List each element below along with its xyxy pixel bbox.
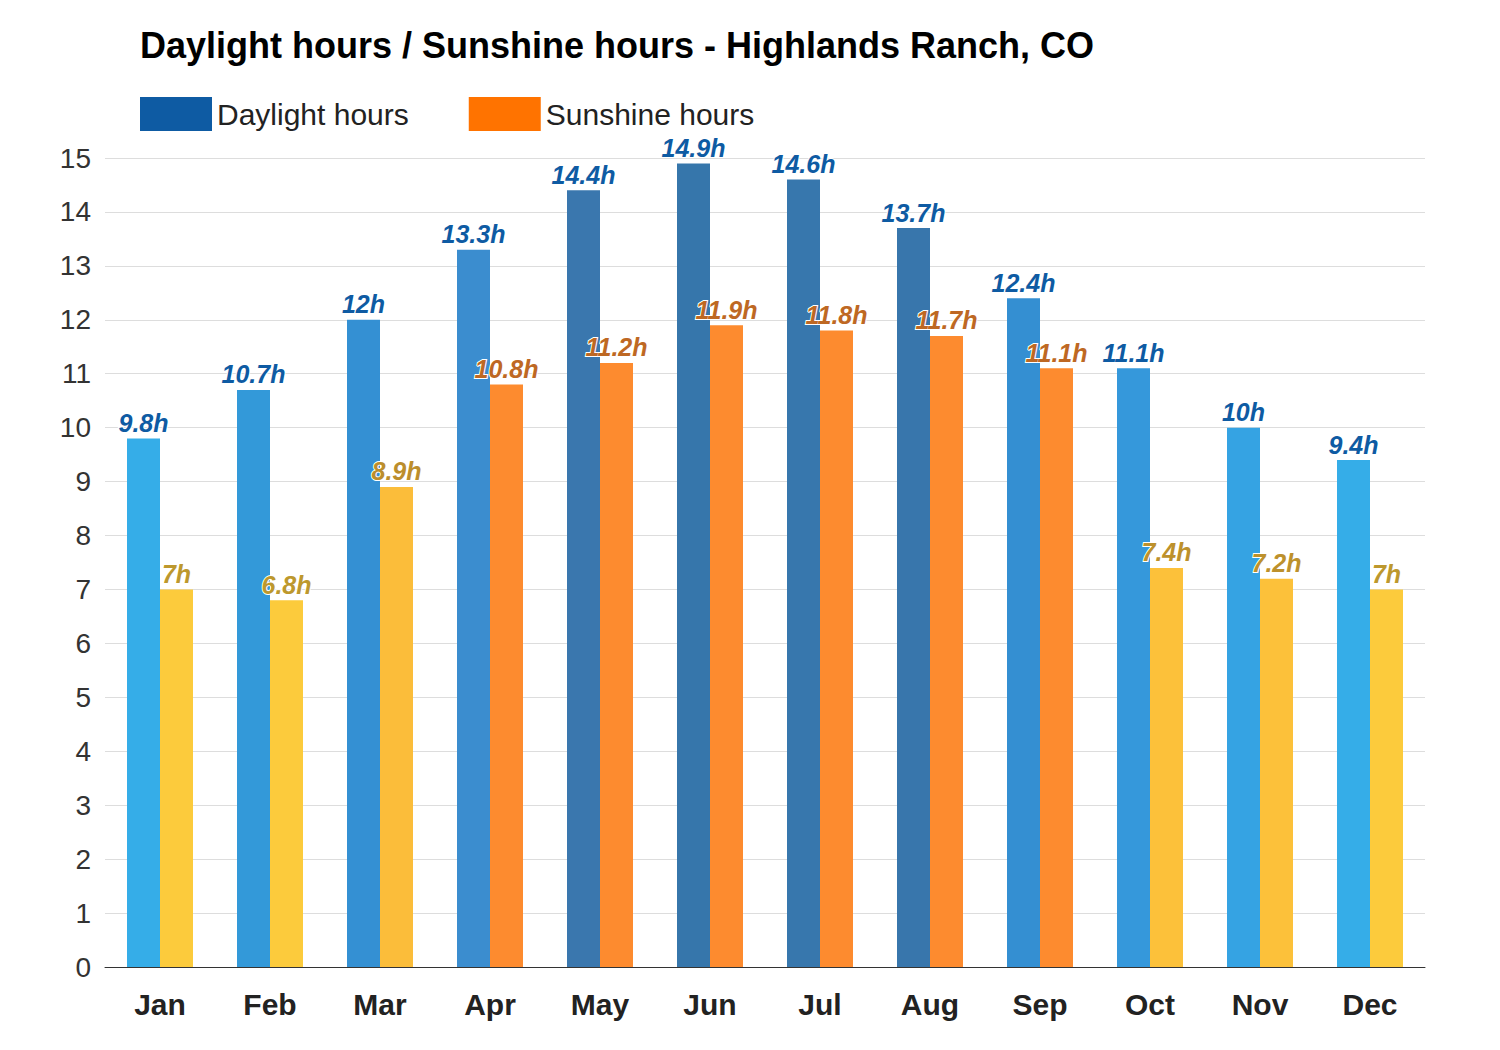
svg-text:Feb: Feb <box>243 988 296 1021</box>
svg-text:13.7h: 13.7h <box>882 199 946 227</box>
svg-text:11: 11 <box>62 358 91 389</box>
svg-text:14.4h: 14.4h <box>552 161 616 189</box>
svg-text:7.2h: 7.2h <box>1251 549 1301 577</box>
svg-text:10h: 10h <box>1222 398 1265 426</box>
svg-text:14.9h: 14.9h <box>662 134 726 162</box>
svg-text:Sunshine hours: Sunshine hours <box>546 98 754 131</box>
svg-text:Dec: Dec <box>1342 988 1397 1021</box>
svg-text:9: 9 <box>75 466 91 497</box>
svg-text:6: 6 <box>75 628 91 659</box>
svg-text:Daylight hours / Sunshine hour: Daylight hours / Sunshine hours - Highla… <box>140 25 1094 66</box>
svg-text:7.4h: 7.4h <box>1141 538 1191 566</box>
svg-text:Oct: Oct <box>1125 988 1175 1021</box>
svg-text:0: 0 <box>75 952 91 983</box>
svg-text:14.6h: 14.6h <box>772 150 836 178</box>
svg-text:Jun: Jun <box>683 988 736 1021</box>
svg-text:12.4h: 12.4h <box>992 269 1056 297</box>
svg-text:11.2h: 11.2h <box>585 333 647 361</box>
svg-text:8: 8 <box>75 520 91 551</box>
svg-text:14: 14 <box>60 196 91 227</box>
svg-text:3: 3 <box>75 790 91 821</box>
svg-text:11.7h: 11.7h <box>915 306 977 334</box>
svg-text:12h: 12h <box>342 290 385 318</box>
svg-text:15: 15 <box>60 143 91 174</box>
svg-text:13: 13 <box>60 250 91 281</box>
svg-text:5: 5 <box>75 682 91 713</box>
svg-text:13.3h: 13.3h <box>442 220 506 248</box>
svg-text:9.8h: 9.8h <box>118 409 168 437</box>
svg-text:7: 7 <box>75 574 91 605</box>
svg-text:4: 4 <box>75 736 91 767</box>
svg-text:Apr: Apr <box>464 988 516 1021</box>
svg-text:1: 1 <box>75 898 91 929</box>
svg-text:10.8h: 10.8h <box>475 355 539 383</box>
svg-text:8.9h: 8.9h <box>371 457 421 485</box>
svg-text:9.4h: 9.4h <box>1328 431 1378 459</box>
svg-text:Nov: Nov <box>1232 988 1289 1021</box>
svg-text:Sep: Sep <box>1012 988 1067 1021</box>
svg-text:Jul: Jul <box>798 988 841 1021</box>
svg-text:Jan: Jan <box>134 988 186 1021</box>
svg-text:7h: 7h <box>1372 560 1401 588</box>
svg-text:11.1h: 11.1h <box>1102 339 1164 367</box>
svg-text:12: 12 <box>60 304 91 335</box>
svg-text:2: 2 <box>75 844 91 875</box>
svg-text:6.8h: 6.8h <box>261 571 311 599</box>
svg-text:11.8h: 11.8h <box>805 301 867 329</box>
svg-text:Daylight hours: Daylight hours <box>217 98 409 131</box>
svg-text:May: May <box>571 988 630 1021</box>
svg-text:10.7h: 10.7h <box>222 360 286 388</box>
svg-text:11.9h: 11.9h <box>695 296 757 324</box>
svg-text:Mar: Mar <box>353 988 407 1021</box>
svg-text:11.1h: 11.1h <box>1025 339 1087 367</box>
svg-text:10: 10 <box>60 412 91 443</box>
svg-text:7h: 7h <box>162 560 191 588</box>
svg-text:Aug: Aug <box>901 988 959 1021</box>
